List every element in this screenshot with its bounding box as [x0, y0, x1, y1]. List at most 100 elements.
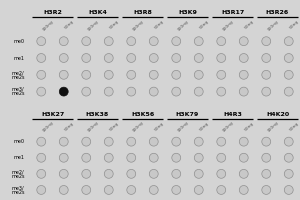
Ellipse shape — [217, 169, 226, 178]
Text: 100ng: 100ng — [131, 19, 144, 32]
Text: 50ng: 50ng — [244, 121, 254, 132]
Text: me2/
me2s: me2/ me2s — [11, 169, 25, 179]
Text: 100ng: 100ng — [176, 19, 189, 32]
Ellipse shape — [82, 37, 91, 46]
Ellipse shape — [127, 186, 136, 194]
Ellipse shape — [217, 70, 226, 79]
Text: me1: me1 — [14, 55, 25, 60]
Text: H3R26: H3R26 — [266, 10, 289, 15]
Ellipse shape — [149, 70, 158, 79]
Ellipse shape — [172, 37, 181, 46]
Ellipse shape — [262, 37, 271, 46]
Ellipse shape — [194, 169, 203, 178]
Ellipse shape — [194, 37, 203, 46]
Ellipse shape — [284, 37, 293, 46]
Ellipse shape — [172, 169, 181, 178]
Text: 100ng: 100ng — [41, 121, 54, 133]
Ellipse shape — [262, 137, 271, 146]
Text: 50ng: 50ng — [109, 19, 119, 30]
Ellipse shape — [104, 186, 113, 194]
Ellipse shape — [104, 169, 113, 178]
Text: H3K56: H3K56 — [131, 112, 154, 117]
Ellipse shape — [149, 153, 158, 162]
Ellipse shape — [217, 153, 226, 162]
Text: 50ng: 50ng — [289, 19, 299, 30]
Ellipse shape — [172, 70, 181, 79]
Ellipse shape — [59, 153, 68, 162]
Ellipse shape — [262, 87, 271, 96]
Ellipse shape — [149, 169, 158, 178]
Ellipse shape — [239, 54, 248, 62]
Text: 50ng: 50ng — [289, 121, 299, 132]
Text: me0: me0 — [14, 39, 25, 44]
Ellipse shape — [149, 137, 158, 146]
Ellipse shape — [37, 186, 46, 194]
Ellipse shape — [284, 87, 293, 96]
Ellipse shape — [37, 54, 46, 62]
Ellipse shape — [59, 37, 68, 46]
Text: H3K79: H3K79 — [176, 112, 199, 117]
Text: 100ng: 100ng — [86, 121, 99, 133]
Ellipse shape — [194, 87, 203, 96]
Ellipse shape — [217, 87, 226, 96]
Ellipse shape — [262, 153, 271, 162]
Ellipse shape — [172, 137, 181, 146]
Ellipse shape — [172, 87, 181, 96]
Ellipse shape — [82, 153, 91, 162]
Ellipse shape — [194, 186, 203, 194]
Text: H3K38: H3K38 — [86, 112, 109, 117]
Text: me3/
me2s: me3/ me2s — [11, 185, 25, 195]
Ellipse shape — [284, 137, 293, 146]
Text: 50ng: 50ng — [64, 121, 74, 132]
Ellipse shape — [172, 186, 181, 194]
Ellipse shape — [127, 153, 136, 162]
Ellipse shape — [37, 153, 46, 162]
Ellipse shape — [104, 153, 113, 162]
Text: 100ng: 100ng — [266, 19, 279, 32]
Text: 100ng: 100ng — [176, 121, 189, 133]
Ellipse shape — [172, 153, 181, 162]
Text: 50ng: 50ng — [154, 121, 164, 132]
Ellipse shape — [239, 87, 248, 96]
Ellipse shape — [194, 54, 203, 62]
Ellipse shape — [239, 169, 248, 178]
Ellipse shape — [284, 54, 293, 62]
Text: me1: me1 — [14, 155, 25, 160]
Text: 100ng: 100ng — [41, 19, 54, 32]
Ellipse shape — [127, 169, 136, 178]
Ellipse shape — [104, 70, 113, 79]
Ellipse shape — [82, 70, 91, 79]
Text: me2/
me2s: me2/ me2s — [11, 70, 25, 80]
Text: H3R2: H3R2 — [43, 10, 62, 15]
Ellipse shape — [127, 87, 136, 96]
Ellipse shape — [37, 87, 46, 96]
Ellipse shape — [172, 54, 181, 62]
Text: H3K4: H3K4 — [88, 10, 107, 15]
Text: H3K27: H3K27 — [41, 112, 64, 117]
Ellipse shape — [239, 70, 248, 79]
Text: me3/
me2s: me3/ me2s — [11, 87, 25, 96]
Ellipse shape — [37, 37, 46, 46]
Text: 50ng: 50ng — [199, 121, 209, 132]
Ellipse shape — [149, 37, 158, 46]
Ellipse shape — [82, 87, 91, 96]
Ellipse shape — [217, 186, 226, 194]
Ellipse shape — [194, 137, 203, 146]
Ellipse shape — [217, 37, 226, 46]
Ellipse shape — [82, 186, 91, 194]
Text: H3K9: H3K9 — [178, 10, 197, 15]
Ellipse shape — [262, 54, 271, 62]
Ellipse shape — [37, 169, 46, 178]
Ellipse shape — [262, 186, 271, 194]
Text: H4K20: H4K20 — [266, 112, 289, 117]
Ellipse shape — [262, 169, 271, 178]
Ellipse shape — [82, 137, 91, 146]
Ellipse shape — [59, 70, 68, 79]
Ellipse shape — [127, 70, 136, 79]
Text: 100ng: 100ng — [131, 121, 144, 133]
Ellipse shape — [59, 169, 68, 178]
Ellipse shape — [127, 37, 136, 46]
Ellipse shape — [59, 87, 68, 96]
Text: 50ng: 50ng — [199, 19, 209, 30]
Ellipse shape — [127, 137, 136, 146]
